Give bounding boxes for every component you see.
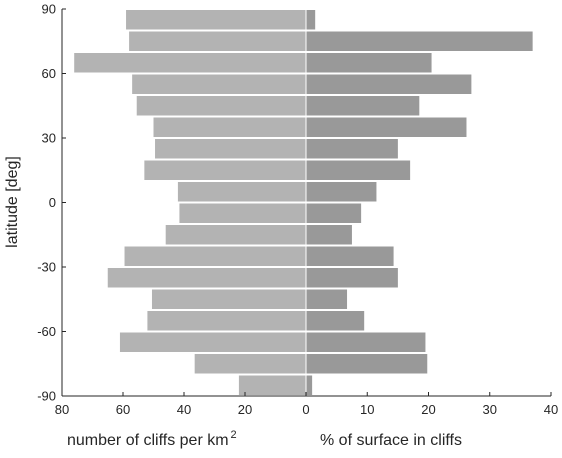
y-tick-label: -90 bbox=[37, 389, 56, 404]
bar-left bbox=[151, 289, 306, 309]
bar-left bbox=[129, 31, 306, 51]
x-tick-label-left: 60 bbox=[116, 402, 130, 417]
x-tick-label-left: 80 bbox=[55, 402, 69, 417]
x-tick-label-right: 20 bbox=[421, 402, 435, 417]
bar-right bbox=[306, 160, 411, 180]
bar-right bbox=[306, 10, 316, 30]
bar-left bbox=[144, 160, 306, 180]
x-axis-title-left-main: number of cliffs per km bbox=[67, 432, 229, 449]
x-tick-label-left: 40 bbox=[177, 402, 191, 417]
y-axis-title: latitude [deg] bbox=[4, 156, 21, 248]
bar-left bbox=[132, 74, 306, 94]
bar-right bbox=[306, 225, 352, 245]
bar-left bbox=[147, 311, 306, 331]
y-tick-label: 60 bbox=[42, 66, 56, 81]
y-tick-labels: -90 -60 -30 0 30 60 90 bbox=[37, 2, 56, 404]
bar-right bbox=[306, 139, 398, 159]
bar-left bbox=[177, 182, 306, 202]
x-axis-title-right: % of surface in cliffs bbox=[320, 432, 462, 449]
bar-right bbox=[306, 182, 377, 202]
bar-right bbox=[306, 375, 313, 395]
x-axis-title-left-superscript: 2 bbox=[231, 429, 237, 441]
bars-right-series bbox=[306, 10, 533, 395]
bar-right bbox=[306, 117, 467, 137]
bar-right bbox=[306, 74, 472, 94]
bar-right bbox=[306, 96, 420, 116]
y-tick-label: 0 bbox=[49, 195, 56, 210]
x-tick-label-right: 30 bbox=[483, 402, 497, 417]
bar-left bbox=[126, 10, 306, 30]
x-tick-labels: 80 60 40 20 0 10 20 30 40 bbox=[55, 402, 558, 417]
axes bbox=[61, 8, 552, 397]
bar-left bbox=[165, 225, 306, 245]
bars-left-series bbox=[74, 10, 306, 395]
bar-right bbox=[306, 268, 398, 288]
y-tick-label: 90 bbox=[42, 2, 56, 17]
bar-left bbox=[238, 375, 306, 395]
y-tick-label: -60 bbox=[37, 324, 56, 339]
x-axis-title-left: number of cliffs per km 2 bbox=[67, 429, 237, 449]
bar-right bbox=[306, 289, 348, 309]
bar-left bbox=[107, 268, 306, 288]
x-tick-label-left: 20 bbox=[238, 402, 252, 417]
bar-left bbox=[153, 117, 306, 137]
bar-left bbox=[74, 53, 306, 73]
bar-right bbox=[306, 31, 533, 51]
bar-left bbox=[179, 203, 306, 223]
x-tick-label-left: 0 bbox=[302, 402, 309, 417]
x-tick-label-right: 40 bbox=[544, 402, 558, 417]
bar-right bbox=[306, 332, 426, 352]
bar-left bbox=[119, 332, 306, 352]
bar-left bbox=[124, 246, 306, 266]
bar-right bbox=[306, 246, 394, 266]
y-tick-label: 30 bbox=[42, 131, 56, 146]
bar-left bbox=[136, 96, 306, 116]
bar-right bbox=[306, 203, 362, 223]
bar-right bbox=[306, 311, 365, 331]
y-tick-label: -30 bbox=[37, 260, 56, 275]
bar-right bbox=[306, 53, 432, 73]
bar-left bbox=[194, 354, 306, 374]
bar-right bbox=[306, 354, 428, 374]
x-tick-label-right: 10 bbox=[360, 402, 374, 417]
bar-left bbox=[155, 139, 306, 159]
